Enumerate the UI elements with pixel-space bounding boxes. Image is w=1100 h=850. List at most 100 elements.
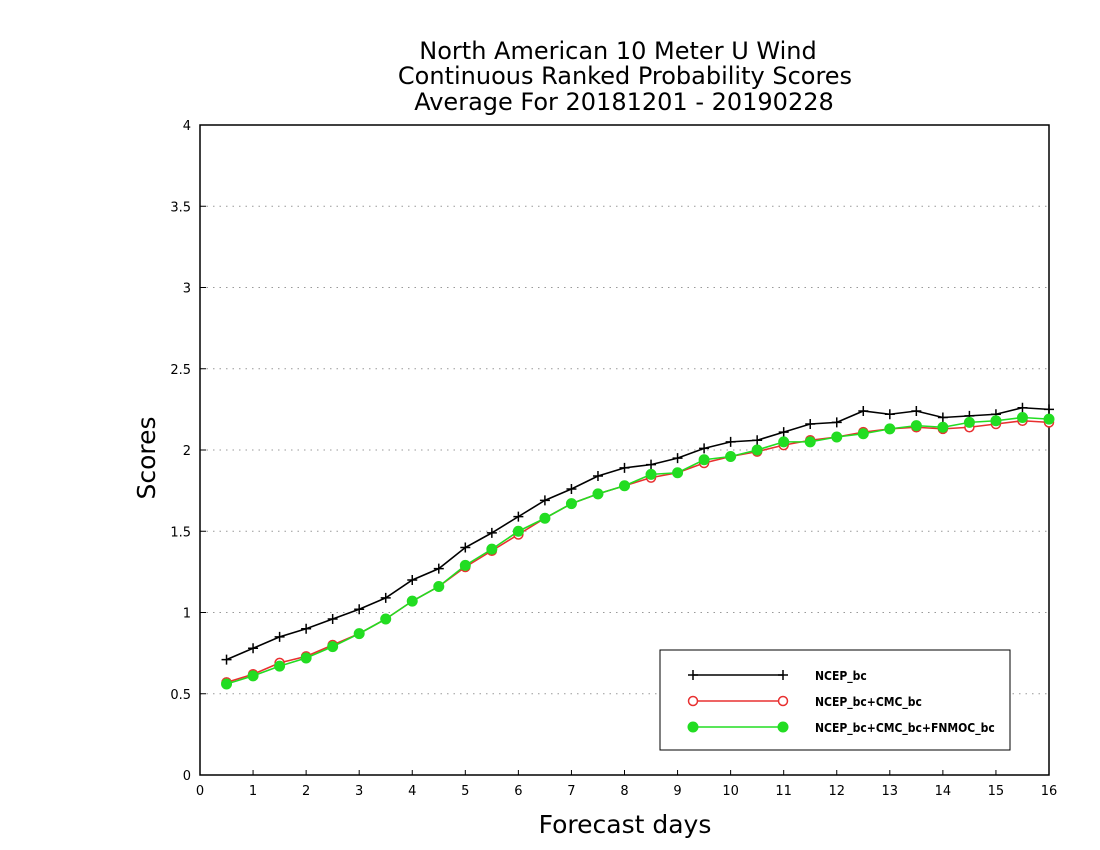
x-tick-label: 12	[828, 784, 845, 799]
filled-circle-marker	[831, 431, 843, 443]
legend: NCEP_bc NCEP_bc+CMC_bc NCEP_bc+CMC_bc+FNMO…	[659, 649, 1011, 751]
x-tick-label: 3	[355, 784, 363, 799]
legend-entry: NCEP_bc+CMC_bc	[687, 695, 922, 710]
filled-circle-marker	[619, 480, 630, 492]
plus-marker	[672, 453, 683, 464]
filled-circle-marker	[221, 678, 233, 690]
filled-circle-marker	[539, 512, 551, 524]
legend-label: NCEP_bc+CMC_bc	[815, 695, 922, 710]
plus-marker	[778, 670, 788, 680]
filled-circle-marker	[459, 559, 471, 571]
plus-marker	[486, 527, 497, 538]
filled-circle-marker	[963, 416, 975, 428]
filled-circle-marker	[565, 498, 577, 510]
x-tick-label: 5	[461, 784, 469, 799]
plus-marker	[699, 443, 710, 454]
plus-marker	[1044, 404, 1054, 415]
plus-marker	[688, 670, 698, 680]
filled-circle-marker	[990, 415, 1002, 427]
filled-circle-marker	[937, 421, 949, 433]
plus-marker	[805, 419, 816, 429]
x-tick-label: 9	[673, 784, 681, 799]
y-tick-label: 2	[183, 444, 191, 459]
x-tick-label: 8	[620, 784, 628, 799]
plus-marker	[725, 436, 736, 447]
plus-marker	[327, 614, 338, 624]
open-circle-marker	[687, 695, 699, 707]
plus-marker	[248, 643, 259, 654]
legend-entry: NCEP_bc+CMC_bc+FNMOC_bc	[687, 721, 995, 736]
x-tick-label: 7	[567, 784, 575, 799]
y-tick-label: 1	[183, 607, 191, 622]
y-tick-label: 3.5	[170, 200, 191, 215]
filled-circle-marker	[672, 467, 684, 479]
filled-circle-marker	[777, 721, 789, 733]
plus-marker	[884, 409, 895, 420]
x-tick-label: 15	[988, 784, 1005, 799]
title-line-1: North American 10 Meter U Wind	[419, 37, 816, 65]
plus-marker	[433, 563, 444, 574]
filled-circle-marker	[247, 670, 259, 682]
legend-label: NCEP_bc+CMC_bc+FNMOC_bc	[815, 721, 995, 736]
x-tick-label: 11	[775, 784, 792, 799]
title-line-2: Continuous Ranked Probability Scores	[398, 62, 852, 90]
y-tick-label: 1.5	[170, 525, 191, 540]
plus-marker	[937, 412, 948, 423]
x-tick-label: 6	[514, 784, 522, 799]
plus-marker	[539, 495, 550, 506]
filled-circle-marker	[433, 581, 445, 592]
legend-label: NCEP_bc	[815, 669, 867, 684]
plus-marker	[380, 592, 391, 603]
filled-circle-marker	[353, 628, 365, 640]
data-series	[221, 402, 1055, 690]
plus-marker	[911, 406, 922, 416]
plus-marker	[566, 484, 577, 494]
plus-marker	[460, 542, 471, 553]
filled-circle-marker	[327, 641, 339, 653]
filled-circle-marker	[725, 451, 737, 462]
plus-marker	[301, 623, 312, 634]
plus-marker	[619, 462, 630, 473]
series-line	[226, 416, 1050, 685]
y-tick-label: 4	[183, 119, 191, 134]
filled-circle-marker	[910, 420, 922, 432]
open-circle-marker	[777, 695, 789, 707]
filled-circle-marker	[406, 595, 418, 607]
filled-circle-marker	[751, 444, 763, 456]
filled-circle-marker	[698, 454, 710, 466]
filled-circle-marker	[687, 721, 699, 733]
plus-marker	[407, 575, 418, 585]
x-tick-label: 13	[882, 784, 899, 799]
plus-marker	[858, 406, 869, 416]
filled-circle-marker	[300, 652, 312, 664]
legend-entry: NCEP_bc	[688, 669, 867, 684]
filled-circle-marker	[645, 468, 657, 480]
x-tick-label: 2	[302, 784, 310, 799]
x-tick-label: 14	[935, 784, 952, 799]
x-tick-label: 1	[249, 784, 257, 799]
plus-marker	[1017, 402, 1028, 413]
filled-circle-marker	[857, 428, 869, 440]
plus-marker	[831, 417, 842, 428]
x-axis-ticks: 0 1 2 3 4 5 6 7 8 9 10 11 12 13 14 15 16	[196, 770, 1057, 799]
series-line	[226, 406, 1050, 661]
series-1	[221, 402, 1054, 665]
y-axis-ticks: 0 0.5 1 1.5 2 2.5 3 3.5 4	[170, 119, 206, 784]
filled-circle-marker	[778, 436, 790, 448]
filled-circle-marker	[804, 436, 816, 448]
filled-circle-marker	[380, 613, 392, 625]
plus-marker	[778, 427, 789, 438]
plus-marker	[646, 459, 657, 470]
filled-circle-marker	[274, 660, 286, 672]
plus-marker	[221, 654, 232, 665]
y-tick-label: 2.5	[170, 363, 191, 378]
plus-marker	[513, 511, 524, 522]
filled-circle-marker	[1016, 412, 1028, 423]
title-line-3: Average For 20181201 - 20190228	[414, 88, 834, 116]
filled-circle-marker	[1043, 413, 1055, 425]
series-3	[221, 412, 1055, 690]
x-tick-label: 10	[722, 784, 739, 799]
x-axis-label: Forecast days	[539, 810, 712, 839]
y-tick-label: 0	[183, 769, 191, 784]
